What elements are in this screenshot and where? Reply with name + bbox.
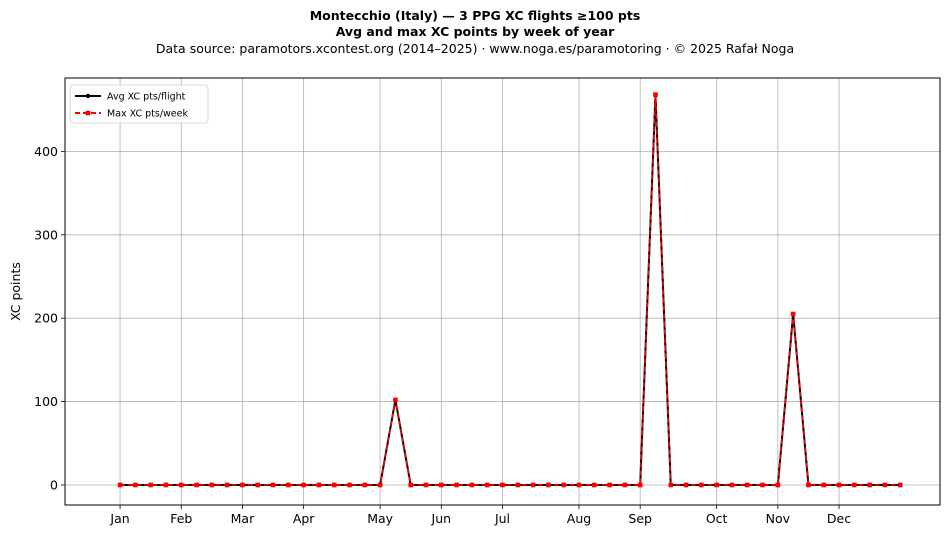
data-point: [377, 482, 383, 488]
chart-title-block: Montecchio (Italy) — 3 PPG XC flights ≥1…: [0, 8, 950, 58]
y-tick-label: 400: [34, 144, 58, 159]
data-point: [591, 482, 597, 488]
data-point: [178, 482, 184, 488]
data-point: [454, 482, 459, 488]
data-point: [561, 482, 566, 488]
data-point: [194, 482, 199, 488]
chart-title: Montecchio (Italy) — 3 PPG XC flights ≥1…: [309, 8, 641, 23]
data-point: [423, 482, 429, 488]
data-point: [255, 482, 261, 488]
series-group: [117, 92, 903, 488]
x-tick-label: Nov: [766, 511, 791, 526]
data-point: [668, 482, 674, 488]
data-point: [637, 482, 643, 488]
data-point: [469, 482, 475, 488]
x-tick-label: Jul: [494, 511, 510, 526]
x-tick-label: Feb: [170, 511, 192, 526]
data-point: [546, 482, 551, 488]
data-point: [240, 482, 245, 488]
y-tick-label: 200: [34, 311, 58, 326]
grid-lines: [65, 78, 940, 505]
chart-data-source: Data source: paramotors.xcontest.org (20…: [155, 41, 795, 56]
data-point: [347, 482, 352, 488]
data-point: [393, 397, 398, 403]
data-point: [714, 482, 719, 488]
data-point: [653, 92, 658, 97]
data-point: [683, 482, 689, 488]
x-tick-label: Jun: [431, 511, 452, 526]
data-point: [790, 311, 796, 317]
x-tick-label: Apr: [293, 511, 315, 526]
legend-box: [69, 84, 209, 124]
data-point: [316, 482, 322, 488]
data-point: [331, 482, 337, 488]
chart-subtitle-bold: Avg and max XC points by week of year: [335, 24, 615, 39]
data-point: [439, 482, 444, 488]
data-point: [821, 482, 827, 488]
data-point: [576, 482, 582, 488]
x-tick-label: May: [367, 511, 393, 526]
data-point: [867, 482, 872, 488]
legend-label: Avg XC pts/flight: [107, 92, 186, 103]
data-point: [148, 482, 153, 488]
legend-label: Max XC pts/week: [107, 109, 188, 120]
data-point: [301, 482, 306, 488]
legend-marker: [85, 110, 91, 116]
legend-marker: [85, 93, 91, 99]
data-point: [897, 482, 903, 488]
series-line: [120, 93, 901, 486]
axes: Jan Feb Mar Apr May Jun Jul Aug Sep Oct Nov Dec 0 100…: [34, 144, 851, 526]
data-point: [882, 482, 888, 488]
data-point: [607, 482, 612, 488]
data-point: [209, 482, 215, 488]
data-point: [484, 482, 490, 488]
data-point: [117, 482, 123, 488]
data-point: [836, 482, 842, 488]
data-point: [408, 482, 414, 488]
data-point: [163, 482, 169, 488]
data-point: [133, 482, 138, 488]
x-tick-label: Aug: [567, 511, 591, 526]
x-tick-label: Sep: [628, 511, 652, 526]
data-point: [760, 482, 765, 488]
x-tick-label: Oct: [706, 511, 728, 526]
data-point: [362, 482, 368, 488]
x-tick-label: Jan: [109, 511, 129, 526]
data-point: [729, 482, 735, 488]
y-axis-label: XC points: [8, 262, 23, 321]
y-tick-label: 0: [50, 477, 58, 492]
data-point: [515, 482, 521, 488]
data-point: [622, 482, 628, 488]
legend: Avg XC pts/flight Max XC pts/week: [69, 84, 209, 124]
y-tick-label: 300: [34, 227, 58, 242]
y-tick-label: 100: [34, 394, 58, 409]
data-point: [775, 482, 781, 488]
data-point: [699, 482, 704, 488]
data-point: [744, 482, 750, 488]
data-point: [224, 482, 230, 488]
data-point: [852, 482, 857, 488]
data-point: [270, 482, 276, 488]
data-point: [500, 482, 505, 488]
data-point: [286, 482, 291, 488]
data-point: [806, 482, 811, 488]
data-point: [530, 482, 536, 488]
x-tick-label: Mar: [231, 511, 255, 526]
x-tick-label: Dec: [827, 511, 851, 526]
